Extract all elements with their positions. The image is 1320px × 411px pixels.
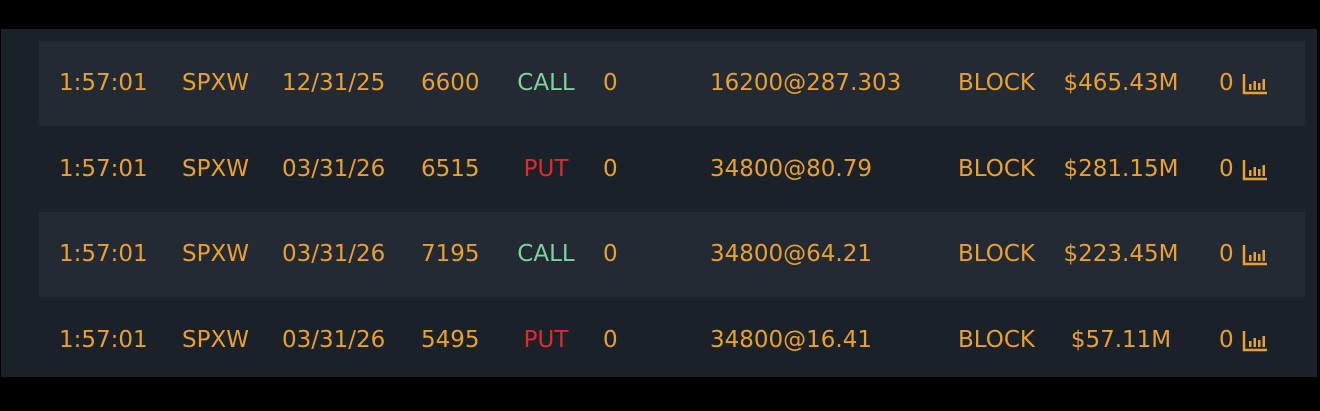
trade-cell: 16200@287.303 (710, 70, 902, 96)
symbol-cell: SPXW (182, 327, 249, 353)
strike-cell: 7195 (421, 241, 480, 267)
type-cell: CALL (517, 241, 575, 267)
expiry-cell: 03/31/26 (282, 156, 386, 182)
time-cell: 1:57:01 (59, 156, 148, 182)
chart-bars-icon[interactable] (1242, 73, 1268, 95)
kind-cell: BLOCK (958, 156, 1036, 182)
table-row[interactable]: 1:57:01 SPXW 12/31/25 6600 CALL 0 16200@287.30… (39, 41, 1305, 126)
trade-cell: 34800@80.79 (710, 156, 873, 182)
type-cell: PUT (523, 327, 569, 353)
table-row[interactable]: 1:57:01 SPXW 03/31/26 7195 CALL 0 34800@64.21 B… (39, 212, 1305, 297)
premium-cell: $281.15M (1063, 156, 1179, 182)
time-cell: 1:57:01 (59, 327, 148, 353)
time-cell: 1:57:01 (59, 70, 148, 96)
time-cell: 1:57:01 (59, 241, 148, 267)
count-cell: 0 (1219, 241, 1234, 267)
type-cell: CALL (517, 70, 575, 96)
expiry-cell: 12/31/25 (282, 70, 386, 96)
strike-cell: 5495 (421, 327, 480, 353)
expiry-cell: 03/31/26 (282, 327, 386, 353)
kind-cell: BLOCK (958, 70, 1036, 96)
kind-cell: BLOCK (958, 241, 1036, 267)
premium-cell: $223.45M (1063, 241, 1179, 267)
chart-bars-icon[interactable] (1242, 244, 1268, 266)
count-cell: 0 (1219, 70, 1234, 96)
kind-cell: BLOCK (958, 327, 1036, 353)
trade-cell: 34800@64.21 (710, 241, 873, 267)
table-row[interactable]: 1:57:01 SPXW 03/31/26 6515 PUT 0 34800@80.79 BL… (39, 127, 1305, 212)
strike-cell: 6600 (421, 70, 480, 96)
value-cell: 0 (603, 241, 618, 267)
value-cell: 0 (603, 327, 618, 353)
value-cell: 0 (603, 156, 618, 182)
expiry-cell: 03/31/26 (282, 241, 386, 267)
count-cell: 0 (1219, 327, 1234, 353)
premium-cell: $57.11M (1070, 327, 1172, 353)
chart-bars-icon[interactable] (1242, 330, 1268, 352)
value-cell: 0 (603, 70, 618, 96)
type-cell: PUT (523, 156, 569, 182)
trade-cell: 34800@16.41 (710, 327, 873, 353)
trades-table: 1:57:01 SPXW 12/31/25 6600 CALL 0 16200@287.30… (1, 29, 1317, 377)
premium-cell: $465.43M (1063, 70, 1179, 96)
symbol-cell: SPXW (182, 70, 249, 96)
symbol-cell: SPXW (182, 241, 249, 267)
table-row[interactable]: 1:57:01 SPXW 03/31/26 5495 PUT 0 34800@16.41 BL… (39, 298, 1305, 383)
strike-cell: 6515 (421, 156, 480, 182)
symbol-cell: SPXW (182, 156, 249, 182)
chart-bars-icon[interactable] (1242, 159, 1268, 181)
count-cell: 0 (1219, 156, 1234, 182)
